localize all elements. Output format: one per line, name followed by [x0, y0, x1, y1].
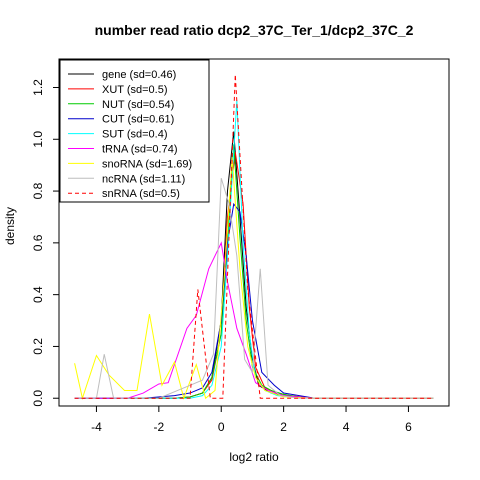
series-line-8 — [74, 74, 434, 399]
legend-label-8: snRNA (sd=0.5) — [102, 188, 180, 200]
y-tick-label-2: 0.4 — [31, 286, 45, 303]
series-layer — [74, 74, 434, 401]
x-axis-label: log2 ratio — [229, 450, 279, 464]
series-line-7 — [74, 177, 434, 399]
axes-layer: -4 -2 0 2 4 6 0.0 0.2 0.4 0.6 0.8 1.0 1.2 — [31, 58, 450, 434]
legend-label-4: SUT (sd=0.4) — [102, 129, 168, 141]
y-tick-label-3: 0.6 — [31, 234, 45, 251]
x-tick-label-4: 4 — [343, 420, 350, 434]
legend-label-6: snoRNA (sd=1.69) — [102, 158, 192, 170]
legend-label-7: ncRNA (sd=1.11) — [102, 173, 185, 185]
x-tick-label-1: -2 — [154, 420, 165, 434]
x-tick-label-2: 0 — [218, 420, 225, 434]
y-tick-label-0: 0.0 — [31, 390, 45, 407]
legend-label-3: CUT (sd=0.61) — [102, 114, 174, 126]
legend-label-5: tRNA (sd=0.74) — [102, 144, 178, 156]
y-axis-label: density — [3, 207, 17, 245]
y-tick-label-6: 1.2 — [31, 79, 45, 96]
legend-label-0: gene (sd=0.46) — [102, 69, 176, 81]
legend-label-1: XUT (sd=0.5) — [102, 84, 168, 96]
legend: gene (sd=0.46) XUT (sd=0.5) NUT (sd=0.54) C… — [59, 59, 210, 203]
x-tick-label-3: 2 — [280, 420, 287, 434]
y-tick-label-4: 0.8 — [31, 182, 45, 199]
y-tick-label-1: 0.2 — [31, 338, 45, 355]
x-tick-label-5: 6 — [405, 420, 412, 434]
legend-label-2: NUT (sd=0.54) — [102, 99, 174, 111]
y-tick-label-5: 1.0 — [31, 131, 45, 148]
x-tick-label-0: -4 — [91, 420, 102, 434]
chart-title: number read ratio dcp2_37C_Ter_1/dcp2_37… — [95, 22, 414, 38]
